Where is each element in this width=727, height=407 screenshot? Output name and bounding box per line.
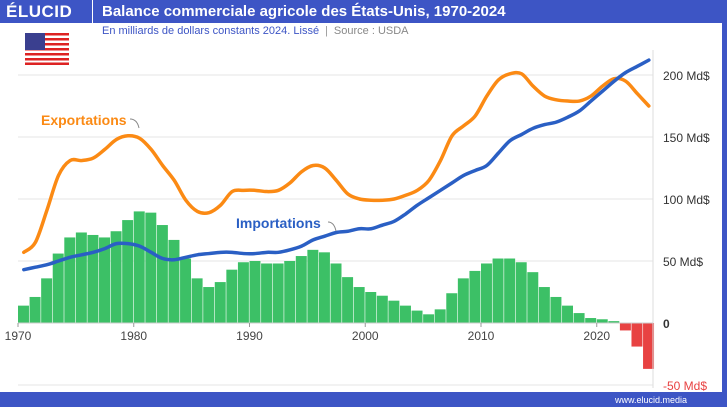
balance-bar [585, 318, 597, 323]
balance-bar [168, 239, 180, 323]
imports-label: Importations [236, 215, 321, 231]
balance-bar [365, 292, 377, 323]
balance-bar [122, 220, 134, 323]
header-divider [92, 0, 93, 23]
balance-bar [191, 278, 203, 323]
y-tick-label: 0 [663, 317, 670, 331]
balance-bar [180, 258, 192, 323]
balance-bar [214, 282, 226, 323]
y-tick-label: 50 Md$ [663, 255, 703, 269]
x-tick-label: 1970 [5, 329, 32, 343]
y-tick-label: 200 Md$ [663, 69, 710, 83]
balance-bar [527, 272, 539, 323]
footer-bar [0, 392, 727, 407]
balance-bar [237, 262, 249, 323]
balance-bar [87, 234, 99, 323]
frame-border [722, 0, 727, 407]
balance-bar [631, 323, 643, 347]
balance-bar [643, 323, 655, 369]
balance-bar [295, 256, 307, 323]
balance-bar [562, 305, 573, 323]
balance-bar [504, 258, 516, 323]
balance-bar [538, 287, 550, 323]
balance-bar [307, 249, 319, 323]
balance-bar [388, 300, 400, 323]
balance-bar [608, 321, 620, 323]
balance-bar [249, 261, 261, 323]
exports-label: Exportations [41, 112, 127, 128]
balance-bar [99, 237, 110, 323]
balance-bar [330, 263, 342, 323]
exports-leader-line [129, 118, 140, 129]
balance-bar [399, 305, 411, 323]
balance-bar [515, 262, 527, 323]
balance-bar [446, 293, 458, 323]
balance-bar [481, 263, 492, 323]
balance-bar [318, 252, 330, 323]
us-flag-icon [25, 33, 69, 65]
balance-bar [29, 296, 41, 323]
balance-bar [469, 270, 481, 323]
balance-bar [261, 263, 273, 323]
elucid-logo[interactable]: ÉLUCID [6, 2, 73, 21]
balance-bar [64, 237, 76, 323]
x-tick-label: 2000 [352, 329, 379, 343]
balance-bar [156, 225, 168, 323]
balance-bar [573, 313, 585, 323]
series-line-exportations [22, 70, 651, 255]
balance-bar [550, 296, 562, 323]
balance-bar [110, 231, 122, 323]
balance-bar [596, 319, 608, 323]
balance-bar [203, 287, 215, 323]
balance-bar [434, 309, 446, 323]
balance-bar [226, 269, 238, 323]
x-tick-label: 2010 [468, 329, 495, 343]
subtitle-divider: | [325, 25, 328, 37]
balance-bar [75, 232, 87, 323]
balance-bar [353, 287, 365, 323]
balance-bar [619, 323, 631, 331]
balance-bar [284, 261, 296, 323]
chart-subtitle: En milliards de dollars constants 2024. … [102, 25, 409, 37]
chart-title: Balance commerciale agricole des États-U… [102, 3, 506, 20]
balance-bar [423, 314, 435, 323]
balance-bar [457, 278, 469, 323]
balance-bar [18, 305, 29, 323]
balance-bar [411, 310, 423, 323]
balance-bar [133, 211, 145, 323]
x-tick-label: 1990 [236, 329, 263, 343]
balance-bar [52, 253, 64, 323]
y-tick-label: 100 Md$ [663, 193, 710, 207]
balance-bar [145, 212, 157, 323]
subtitle-text: En milliards de dollars constants 2024. … [102, 25, 320, 37]
x-tick-label: 1980 [120, 329, 147, 343]
y-tick-label: 150 Md$ [663, 131, 710, 145]
header-bar: ÉLUCID Balance commerciale agricole des … [0, 0, 727, 23]
balance-bar [272, 263, 284, 323]
source-text: Source : USDA [333, 25, 409, 37]
x-tick-label: 2020 [583, 329, 610, 343]
balance-bar [376, 295, 388, 323]
balance-bar [342, 277, 354, 323]
series-line-importations [22, 58, 651, 272]
balance-bar [41, 278, 53, 323]
balance-bar [492, 258, 504, 323]
footer-url[interactable]: www.elucid.media [614, 395, 687, 405]
imports-leader-line [327, 221, 337, 232]
y-tick-label: -50 Md$ [663, 379, 707, 393]
